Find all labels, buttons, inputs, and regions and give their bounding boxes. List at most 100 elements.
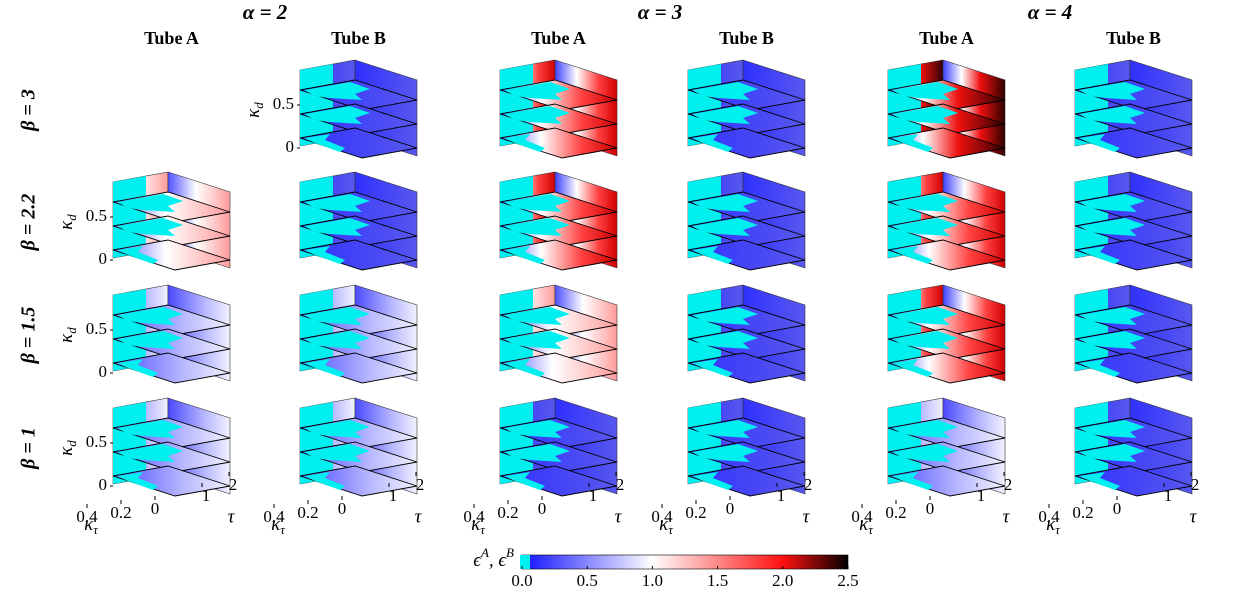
alpha-header: α = 4 [1028,0,1073,24]
kappa-d-tick: 0.5 [86,432,107,451]
tau-tick: 2 [616,475,625,494]
tau-tick: 1 [777,486,786,505]
tau-label: τ [1190,506,1198,527]
kappa-d-tick: 0.5 [273,94,294,113]
tau-tick: 2 [229,475,238,494]
colorbar-tick-label: 0.5 [577,571,598,590]
slice-panel [500,60,617,158]
kappa-tau-tick: 0 [1113,499,1122,518]
tau-tick: 1 [389,486,398,505]
slice-panel [688,172,805,270]
kappa-tau-tick: 0.2 [1072,503,1093,522]
slice-panel [113,285,230,383]
kappa-d-tick: 0 [99,249,108,268]
figure: α = 2 α = 3 α = 4 Tube A Tube B Tube A Tube B T… [0,0,1242,599]
kappa-tau-sub: τ [1055,522,1061,537]
tau-label: τ [803,506,811,527]
beta-label: β = 1.5 [18,307,40,365]
tau-tick: 1 [977,486,986,505]
slice-panel [300,398,417,496]
kappa-d-tick: 0.5 [86,319,107,338]
tau-tick: 1 [1164,486,1173,505]
kappa-d-sub: d [64,327,79,334]
kappa-tau-tick: 0.2 [110,503,131,522]
colorbar-tick-label: 1.5 [707,571,728,590]
slice-panel [888,398,1005,496]
beta-label: β = 3 [18,89,40,132]
slice-panel [888,172,1005,270]
slice-panel [500,398,617,496]
tau-tick: 1 [589,486,598,505]
colorbar-tick-label: 1.0 [642,571,663,590]
slice-panel [888,60,1005,158]
kappa-tau-tick: 0 [926,499,935,518]
kappa-d-sub: d [251,102,266,109]
colorbar [522,555,848,569]
colorbar-label-sup: B [506,545,514,560]
kappa-tau-tick: 0.2 [297,503,318,522]
slice-panel [688,285,805,383]
slice-panel [300,60,417,158]
slice-panel [300,285,417,383]
beta-label: β = 1 [18,427,40,470]
alpha-header: α = 2 [243,0,288,24]
tau-label: τ [615,506,623,527]
kappa-d-label: κd [56,440,79,456]
kappa-d-tick: 0 [286,137,295,156]
kappa-d-tick: 0 [99,362,108,381]
beta-label: β = 2.2 [18,194,40,252]
slice-panel [888,285,1005,383]
slice-panel [500,172,617,270]
colorbar-label: ϵA, ϵB [473,545,514,571]
tube-header: Tube B [719,28,774,48]
tube-header: Tube B [1106,28,1161,48]
kappa-d-tick: 0.5 [86,206,107,225]
colorbar-tick-label: 2.5 [837,571,858,590]
kappa-tau-sub: τ [668,522,674,537]
tau-tick: 1 [202,486,211,505]
kappa-d-sub: d [64,214,79,221]
tau-label: τ [1003,506,1011,527]
kappa-tau-tick: 0.2 [497,503,518,522]
kappa-d-sub: d [64,440,79,447]
tau-tick: 2 [1191,475,1200,494]
tau-tick: 2 [804,475,813,494]
tau-tick: 2 [416,475,425,494]
kappa-tau-sub: τ [93,522,99,537]
kappa-d-label: κd [56,214,79,230]
kappa-d-label: κd [56,327,79,343]
kappa-tau-sub: τ [868,522,874,537]
slice-panel [113,398,230,496]
slice-panel [300,172,417,270]
tau-label: τ [415,506,423,527]
slice-panel [113,172,230,270]
colorbar-label-sup: A [480,545,489,560]
slice-panel [1075,285,1192,383]
tube-header: Tube A [919,28,974,48]
kappa-tau-tick: 0.2 [885,503,906,522]
kappa-tau-sub: τ [480,522,486,537]
alpha-header: α = 3 [638,0,683,24]
slice-panel [1075,398,1192,496]
colorbar-label-text: , ϵ [489,550,508,571]
slice-panel [500,285,617,383]
kappa-tau-tick: 0 [151,499,160,518]
colorbar-tick-label: 0.0 [511,571,532,590]
tau-tick: 2 [1004,475,1013,494]
kappa-tau-sub: τ [280,522,286,537]
colorbar-tick-label: 2.0 [772,571,793,590]
slice-panel [1075,60,1192,158]
tube-header: Tube A [531,28,586,48]
kappa-tau-tick: 0 [338,499,347,518]
tube-header: Tube B [331,28,386,48]
slice-panel [688,398,805,496]
kappa-d-label: κd [243,102,266,118]
slice-panel [688,60,805,158]
kappa-tau-tick: 0 [726,499,735,518]
kappa-tau-tick: 0 [538,499,547,518]
kappa-tau-tick: 0.2 [685,503,706,522]
slice-panel [1075,172,1192,270]
tube-header: Tube A [144,28,199,48]
tau-label: τ [228,506,236,527]
kappa-d-tick: 0 [99,475,108,494]
